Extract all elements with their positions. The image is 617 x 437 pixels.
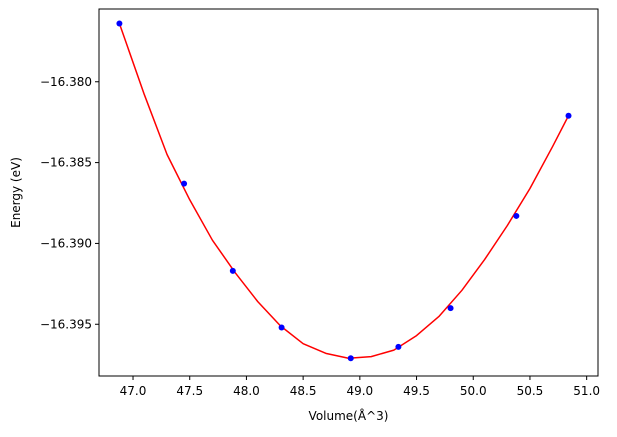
data-point [229, 267, 236, 274]
x-tick-label: 49.5 [403, 384, 430, 398]
data-point [513, 212, 520, 219]
y-axis-ticks: −16.380 −16.385 −16.390 −16.395 [40, 75, 99, 331]
data-point [116, 20, 123, 27]
y-axis-label: Energy (eV) [9, 157, 23, 228]
data-point [278, 324, 285, 331]
x-tick-label: 50.5 [517, 384, 544, 398]
x-tick-label: 47.5 [176, 384, 203, 398]
x-axis-ticks: 47.0 47.5 48.0 48.5 49.0 49.5 50.0 50.5 51.0 [120, 376, 600, 398]
x-tick-label: 51.0 [573, 384, 600, 398]
x-tick-label: 50.0 [460, 384, 487, 398]
x-tick-label: 48.0 [233, 384, 260, 398]
y-tick-label: −16.395 [40, 317, 92, 331]
data-point [347, 355, 354, 362]
data-point [181, 180, 188, 187]
x-axis-label: Volume(Å^3) [309, 408, 389, 423]
data-point [395, 343, 402, 350]
x-tick-label: 47.0 [120, 384, 147, 398]
y-tick-label: −16.390 [40, 236, 92, 250]
data-point [447, 305, 454, 312]
plot-area [116, 20, 572, 362]
x-tick-label: 48.5 [290, 384, 317, 398]
plot-frame [98, 8, 599, 377]
y-tick-label: −16.385 [40, 156, 92, 170]
data-point [565, 112, 572, 119]
x-tick-label: 49.0 [346, 384, 373, 398]
y-tick-label: −16.380 [40, 75, 92, 89]
